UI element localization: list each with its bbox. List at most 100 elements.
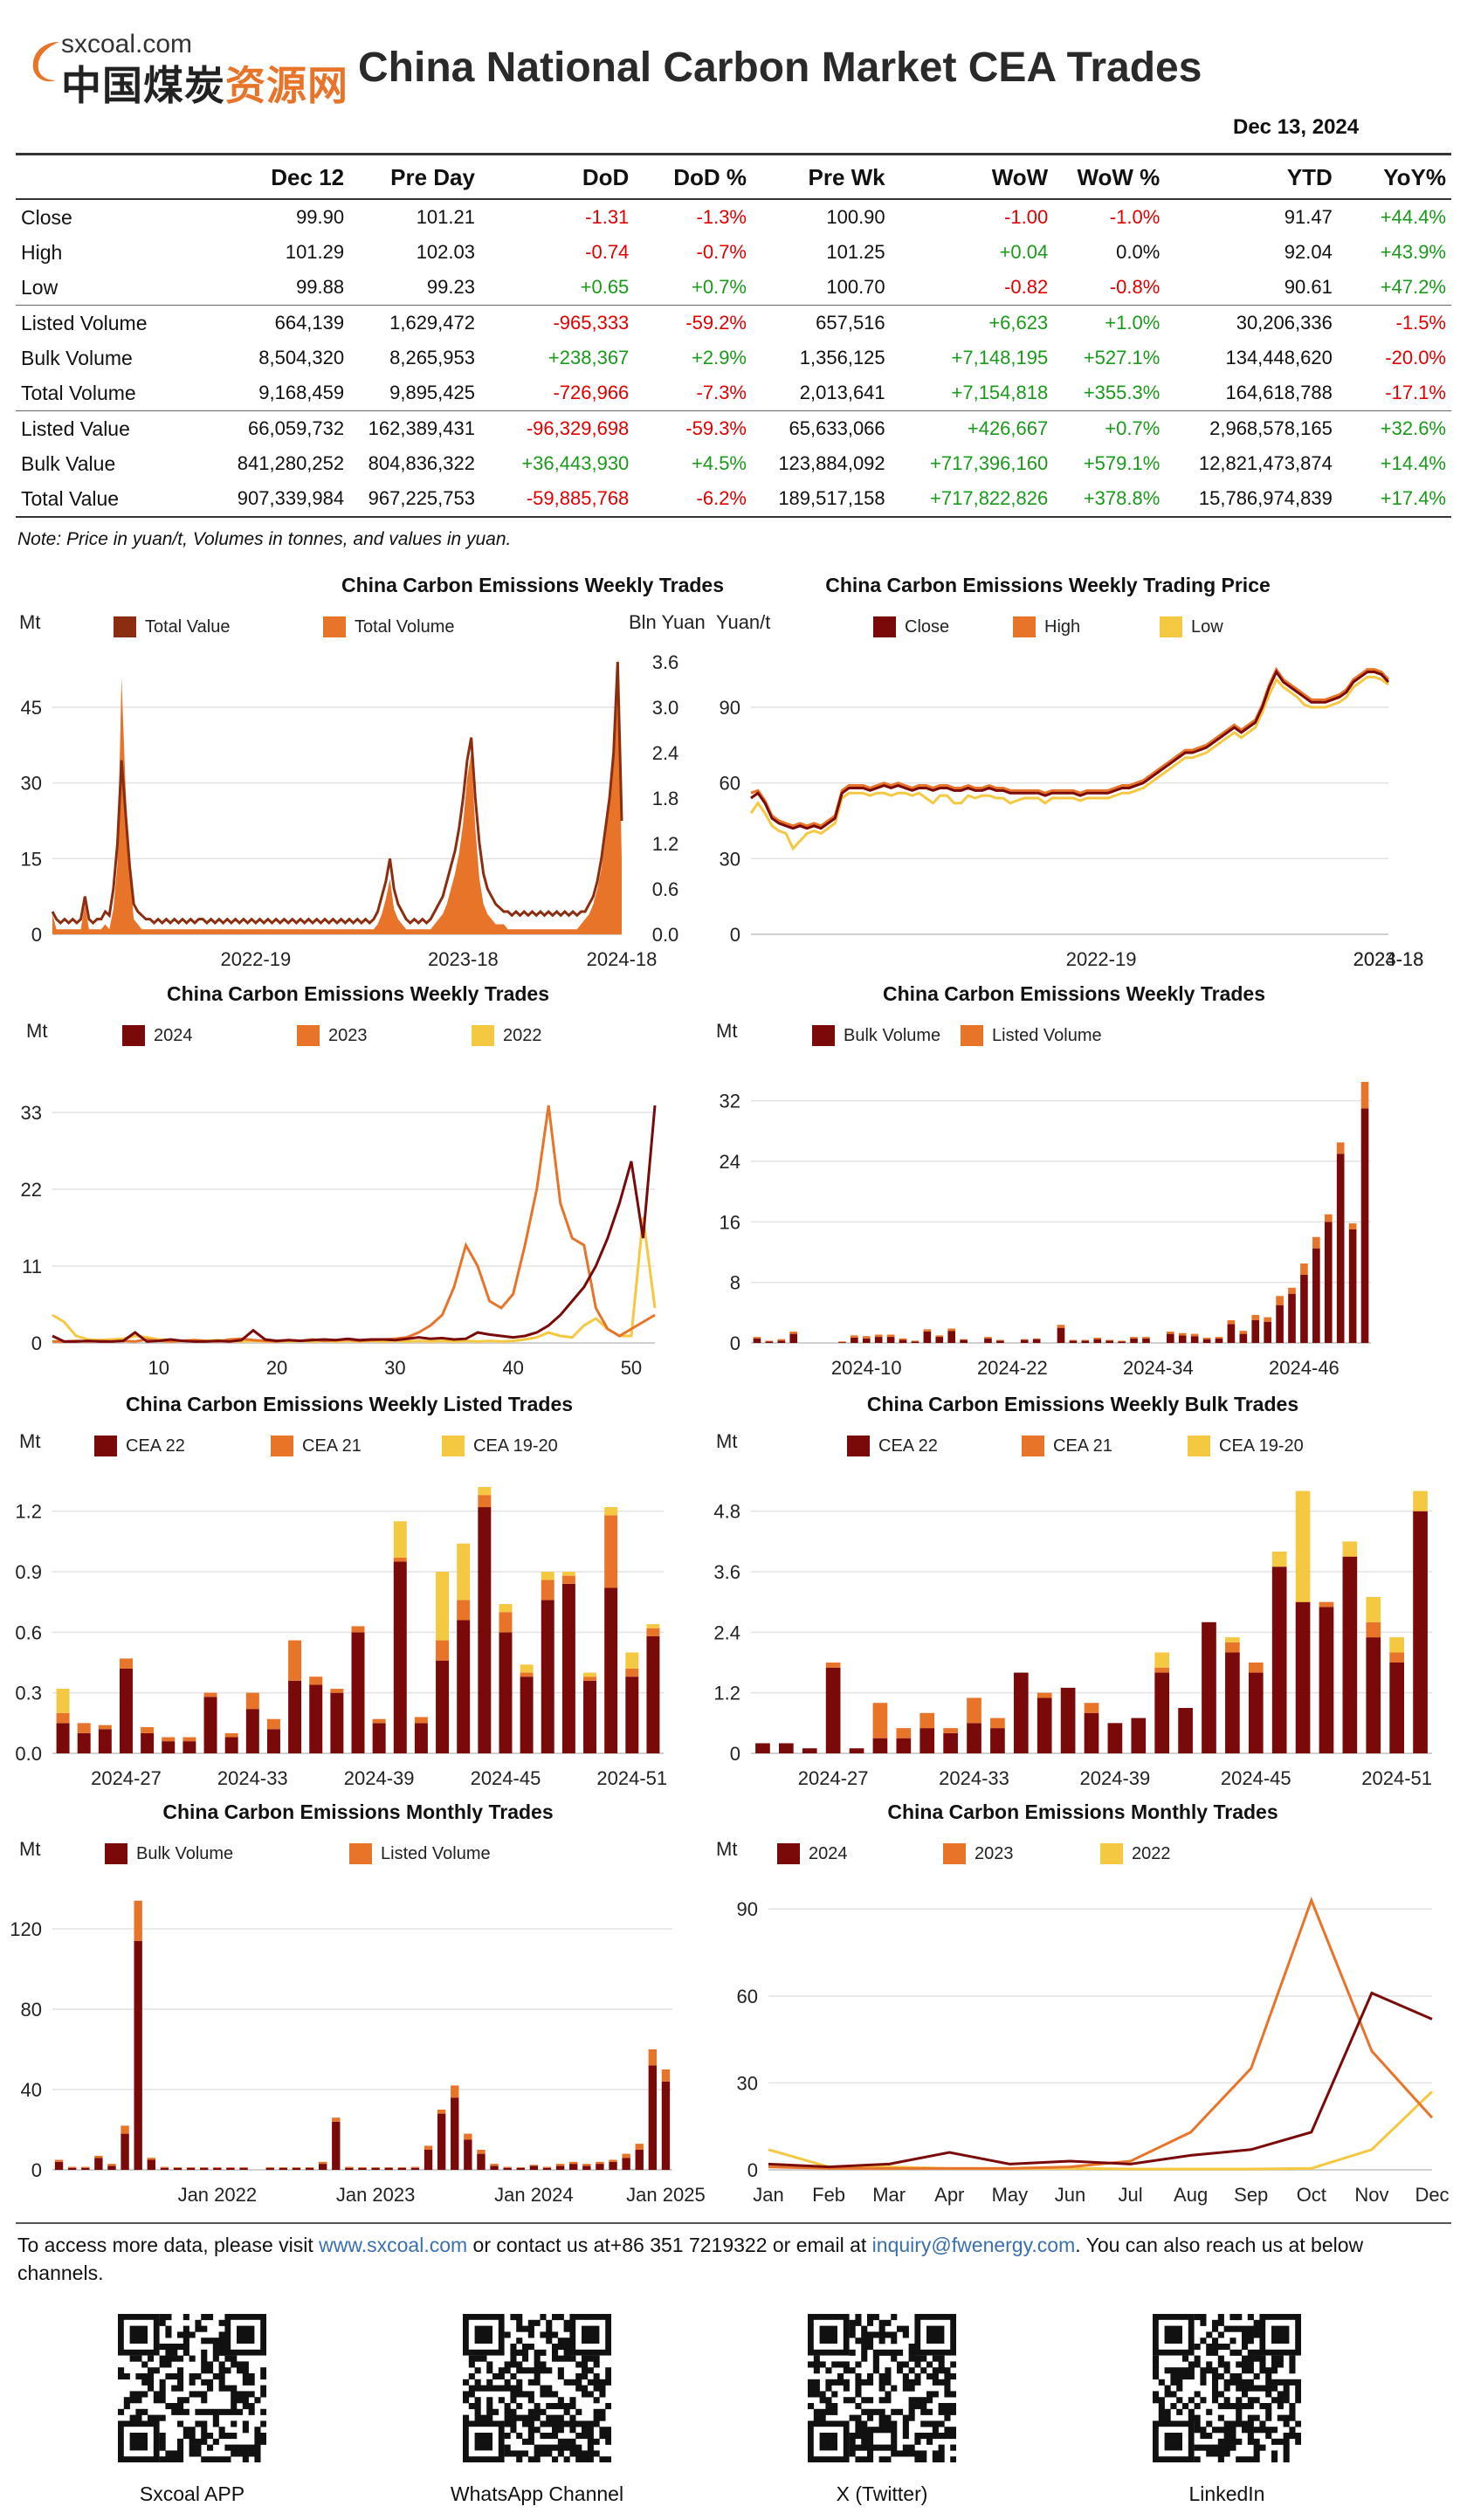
- bar-segment: [437, 2113, 446, 2170]
- qr-module: [1153, 2373, 1160, 2380]
- qr-module: [950, 2391, 957, 2398]
- qr-module: [1194, 2414, 1201, 2421]
- bar-segment: [1389, 1637, 1404, 1653]
- qr-module: [207, 2367, 214, 2374]
- bar-segment: [1084, 1712, 1099, 1753]
- website-link[interactable]: www.sxcoal.com: [319, 2234, 468, 2256]
- qr-module: [891, 2385, 898, 2392]
- qr-module: [148, 2373, 155, 2380]
- qr-module: [148, 2367, 155, 2374]
- qr-code-block[interactable]: LinkedIn: [1113, 2314, 1340, 2506]
- qr-module: [582, 2373, 589, 2380]
- qr-module: [189, 2379, 196, 2386]
- qr-module: [867, 2433, 874, 2440]
- qr-module: [902, 2414, 909, 2421]
- row-label: Low: [16, 270, 227, 306]
- bar-segment: [583, 1677, 596, 1681]
- bar-segment: [1348, 1229, 1357, 1343]
- bar-segment: [1020, 1339, 1029, 1343]
- bar-segment: [98, 1729, 112, 1753]
- qr-module: [516, 2325, 523, 2332]
- qr-module: [926, 2373, 933, 2380]
- bar-segment: [54, 2161, 64, 2170]
- row-label: Total Volume: [16, 375, 227, 411]
- column-header: Pre Day: [349, 153, 480, 200]
- qr-module: [527, 2391, 534, 2398]
- table-cell: -7.3%: [634, 375, 752, 411]
- qr-module: [1229, 2427, 1236, 2434]
- qr-module: [825, 2397, 832, 2404]
- qr-code-block[interactable]: X (Twitter): [768, 2314, 995, 2506]
- qr-module: [522, 2344, 529, 2351]
- qr-module: [463, 2397, 470, 2404]
- bar-segment: [583, 1680, 596, 1753]
- qr-code-block[interactable]: WhatsApp Channel: [424, 2314, 651, 2506]
- qr-module: [237, 2367, 244, 2374]
- qr-module: [486, 2397, 493, 2404]
- qr-module: [1223, 2367, 1230, 2374]
- bar-segment: [661, 2069, 671, 2082]
- qr-module: [1242, 2338, 1249, 2344]
- qr-module: [522, 2414, 529, 2421]
- email-link[interactable]: inquiry@fwenergy.com: [871, 2234, 1076, 2256]
- legend-swatch: [105, 1843, 127, 1864]
- qr-code-block[interactable]: Sxcoal APP: [79, 2314, 306, 2506]
- table-cell: 967,225,753: [349, 481, 480, 518]
- qr-module: [849, 2450, 856, 2457]
- qr-module: [492, 2408, 499, 2415]
- qr-module: [231, 2433, 238, 2440]
- y-tick-label: 15: [21, 848, 42, 870]
- qr-finder: [129, 2433, 148, 2451]
- legend-swatch: [777, 1843, 800, 1864]
- qr-module: [527, 2331, 534, 2338]
- bar-segment: [1239, 1331, 1248, 1334]
- qr-module: [1188, 2397, 1195, 2404]
- x-tick-label: 2024-33: [939, 1767, 1009, 1789]
- qr-module: [1242, 2391, 1249, 2398]
- qr-module: [855, 2427, 862, 2434]
- bar-segment: [54, 2159, 64, 2162]
- qr-module: [1194, 2456, 1201, 2463]
- table-cell: +32.6%: [1380, 417, 1446, 439]
- bar-segment: [661, 2081, 671, 2170]
- bar-segment: [288, 1640, 302, 1681]
- y-tick-label: 60: [720, 773, 740, 795]
- bar-segment: [1225, 1637, 1240, 1642]
- qr-module: [183, 2325, 189, 2332]
- qr-module: [1277, 2379, 1284, 2386]
- qr-module: [141, 2373, 148, 2380]
- table-cell: 0.0%: [1116, 241, 1161, 263]
- qr-module: [587, 2450, 594, 2457]
- qr-module: [159, 2355, 166, 2362]
- qr-module: [148, 2385, 155, 2392]
- qr-module: [867, 2373, 874, 2380]
- qr-module: [944, 2427, 951, 2434]
- bar-segment: [583, 1672, 596, 1677]
- bar-segment: [561, 1575, 575, 1584]
- legend-entry: 2024: [809, 1844, 848, 1863]
- bar-segment: [1342, 1556, 1358, 1753]
- qr-module: [1247, 2314, 1254, 2321]
- qr-module: [183, 2433, 189, 2440]
- qr-module: [878, 2420, 885, 2427]
- qr-module: [516, 2391, 523, 2398]
- qr-module: [504, 2433, 511, 2440]
- y-tick-label: 0: [730, 1332, 740, 1354]
- qr-module: [831, 2403, 838, 2410]
- qr-module: [1253, 2319, 1260, 2326]
- qr-module: [552, 2456, 559, 2463]
- y-tick-label: 0.6: [15, 1621, 42, 1643]
- qr-module: [552, 2420, 559, 2427]
- qr-module: [1223, 2427, 1230, 2434]
- qr-module: [843, 2379, 850, 2386]
- logo-site[interactable]: sxcoal.com: [61, 30, 193, 59]
- qr-module: [153, 2414, 160, 2421]
- footer-divider: [16, 2222, 1451, 2224]
- qr-module: [527, 2379, 534, 2386]
- qr-module: [861, 2456, 868, 2463]
- bar-segment: [67, 2166, 77, 2168]
- bar-segment: [56, 1723, 70, 1753]
- bar-segment: [1190, 1333, 1199, 1337]
- qr-module: [843, 2367, 850, 2374]
- x-tick-label: 10: [148, 1357, 169, 1379]
